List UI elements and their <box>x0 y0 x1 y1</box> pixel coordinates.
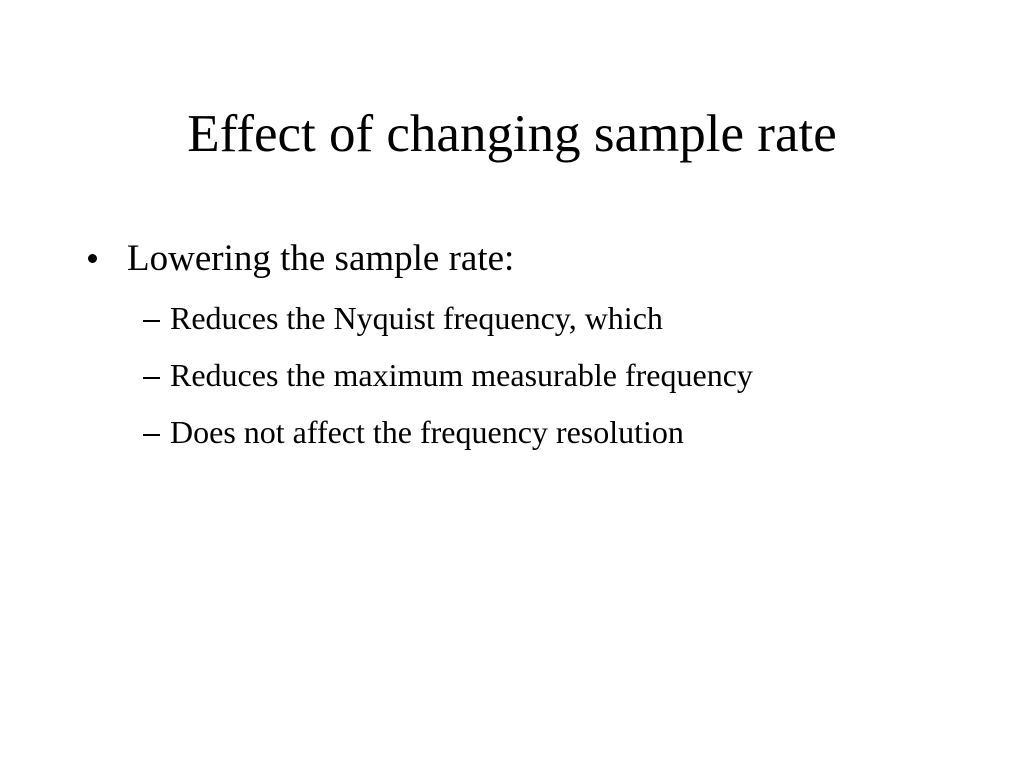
bullet-text: Lowering the sample rate: <box>127 238 515 279</box>
sub-bullet-text: Reduces the Nyquist frequency, which <box>170 300 663 336</box>
sub-bullet-marker <box>143 377 160 379</box>
slide-title: Effect of changing sample rate <box>187 105 837 163</box>
sub-bullet-marker <box>143 434 160 436</box>
bullet-marker <box>88 254 97 263</box>
sub-bullet-text: Reduces the maximum measurable frequency <box>170 357 753 393</box>
sub-bullet-text: Does not affect the frequency resolution <box>170 414 684 450</box>
sub-bullet-marker <box>143 320 160 322</box>
